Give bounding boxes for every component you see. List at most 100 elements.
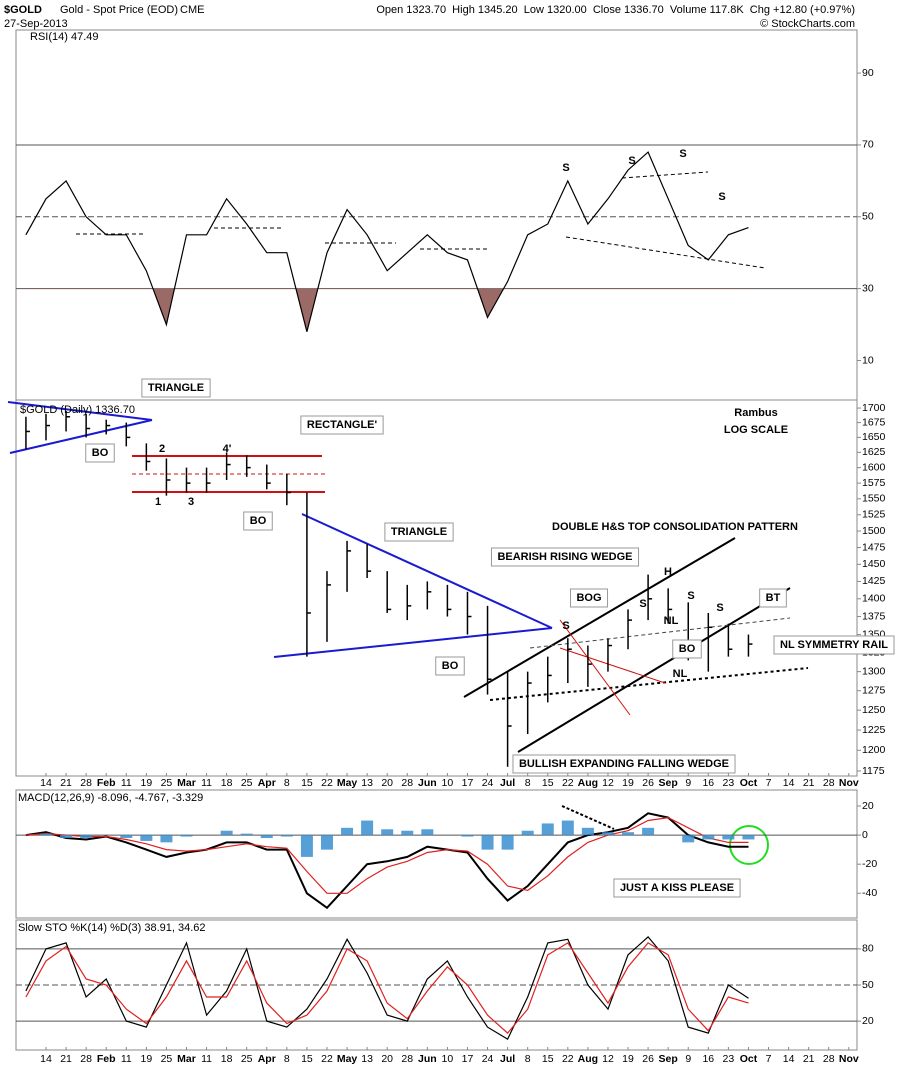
annotation-text: BO bbox=[679, 643, 696, 655]
annotation-text: BO bbox=[92, 447, 109, 459]
y-tick-label: -40 bbox=[862, 887, 877, 899]
y-tick-label: 1450 bbox=[862, 558, 886, 570]
x-tick-label: May bbox=[337, 777, 358, 789]
annotation-box bbox=[759, 588, 787, 608]
x-tick-label: 9 bbox=[685, 1053, 691, 1065]
x-tick-label: Sep bbox=[659, 777, 678, 789]
x-tick-label: 8 bbox=[284, 777, 290, 789]
annotation-text: BO bbox=[442, 660, 459, 672]
histogram-bar bbox=[461, 835, 474, 837]
y-tick-label: 0 bbox=[862, 829, 868, 841]
price-bar bbox=[25, 416, 30, 450]
price-bar bbox=[647, 574, 653, 621]
annotation: BO bbox=[85, 443, 115, 463]
annotation-text: BOG bbox=[576, 592, 601, 604]
annotation-text: S bbox=[562, 620, 569, 632]
x-tick-label: 21 bbox=[803, 1053, 815, 1065]
histogram-bar bbox=[581, 827, 594, 836]
annotation-box bbox=[435, 656, 465, 676]
annotation-box bbox=[243, 511, 273, 531]
x-tick-label: 17 bbox=[462, 1053, 474, 1065]
annotation: BT bbox=[759, 588, 787, 608]
histogram-bar bbox=[280, 835, 293, 837]
annotation: BOG bbox=[569, 588, 609, 608]
annotation-text: BT bbox=[766, 592, 781, 604]
annotation-text: RECTANGLE' bbox=[307, 419, 378, 431]
histogram-bar bbox=[240, 833, 253, 836]
annotation: JUST A KISS PLEASE bbox=[613, 878, 741, 898]
y-tick-label: 1300 bbox=[862, 665, 886, 677]
x-tick-label: Nov bbox=[839, 777, 859, 789]
price-bar bbox=[306, 492, 311, 657]
x-tick-label: 14 bbox=[40, 1053, 52, 1065]
y-tick-label: 1225 bbox=[862, 724, 886, 736]
price-bar bbox=[607, 638, 612, 672]
histogram-bar bbox=[80, 835, 93, 838]
x-tick-label: 14 bbox=[783, 1053, 795, 1065]
annotation-text: DOUBLE H&S TOP CONSOLIDATION PATTERN bbox=[552, 521, 798, 533]
annotation-box bbox=[569, 588, 609, 608]
x-tick-label: Mar bbox=[177, 777, 196, 789]
price-bar bbox=[446, 584, 452, 617]
price-bar bbox=[105, 419, 111, 435]
x-tick-label: 10 bbox=[442, 1053, 454, 1065]
x-tick-label: 13 bbox=[361, 1053, 373, 1065]
x-tick-label: 18 bbox=[221, 777, 233, 789]
x-tick-label: 15 bbox=[301, 1053, 313, 1065]
x-tick-label: 7 bbox=[766, 777, 772, 789]
histogram-bar bbox=[361, 820, 374, 836]
histogram-bar bbox=[682, 835, 695, 843]
x-tick-label: 9 bbox=[685, 777, 691, 789]
annotation-text: 2 bbox=[159, 443, 165, 455]
y-tick-label: 1500 bbox=[862, 525, 886, 537]
price-bar bbox=[707, 612, 713, 672]
x-tick-label: Jul bbox=[500, 777, 515, 789]
annotation-text: 1 bbox=[155, 496, 161, 508]
x-tick-label: 7 bbox=[766, 1053, 772, 1065]
histogram-bar bbox=[742, 835, 755, 840]
series-line bbox=[25, 936, 749, 1041]
y-tick-label: 1275 bbox=[862, 684, 886, 696]
annotation: S bbox=[716, 602, 723, 614]
price-bar bbox=[245, 455, 251, 477]
x-tick-label: 8 bbox=[525, 777, 531, 789]
y-tick-label: 20 bbox=[862, 1015, 874, 1027]
x-tick-label: 23 bbox=[723, 777, 735, 789]
annotation: S bbox=[562, 620, 569, 632]
y-tick-label: 1250 bbox=[862, 704, 886, 716]
x-tick-label: Oct bbox=[740, 777, 758, 789]
price-bar bbox=[406, 584, 412, 621]
y-tick-label: 70 bbox=[862, 139, 874, 151]
annotation: BO bbox=[435, 656, 465, 676]
x-tick-label: 13 bbox=[361, 777, 373, 789]
histogram-bar bbox=[180, 835, 193, 837]
x-tick-label: 18 bbox=[221, 1053, 233, 1065]
annotation: S bbox=[718, 191, 725, 203]
annotation: S bbox=[562, 162, 569, 174]
x-tick-label: 12 bbox=[602, 1053, 614, 1065]
x-tick-label: Apr bbox=[258, 777, 276, 789]
x-tick-label: 19 bbox=[141, 1053, 153, 1065]
annotation-text: TRIANGLE bbox=[391, 526, 447, 538]
annotation: 1 bbox=[155, 496, 161, 508]
y-tick-label: 1600 bbox=[862, 461, 886, 473]
annotation-text: BEARISH RISING WEDGE bbox=[497, 551, 632, 563]
histogram-bar bbox=[401, 830, 414, 836]
y-tick-label: 1375 bbox=[862, 610, 886, 622]
annotation-text: S bbox=[562, 162, 569, 174]
date: 27-Sep-2013 bbox=[4, 18, 68, 30]
x-tick-label: 10 bbox=[442, 777, 454, 789]
price-bar bbox=[85, 413, 91, 438]
histogram-bar bbox=[260, 835, 273, 838]
annotation-box bbox=[490, 547, 640, 567]
price-bar bbox=[567, 638, 572, 684]
panel-legend: MACD(12,26,9) -8.096, -4.767, -3.329 bbox=[18, 792, 203, 804]
x-tick-label: 26 bbox=[642, 777, 654, 789]
annotation-box bbox=[613, 878, 741, 898]
price-bar bbox=[165, 458, 171, 496]
x-tick-label: 8 bbox=[525, 1053, 531, 1065]
series-line bbox=[25, 816, 749, 894]
histogram-bar bbox=[381, 829, 394, 836]
x-tick-label: 28 bbox=[80, 777, 92, 789]
x-tick-label: 12 bbox=[602, 777, 614, 789]
